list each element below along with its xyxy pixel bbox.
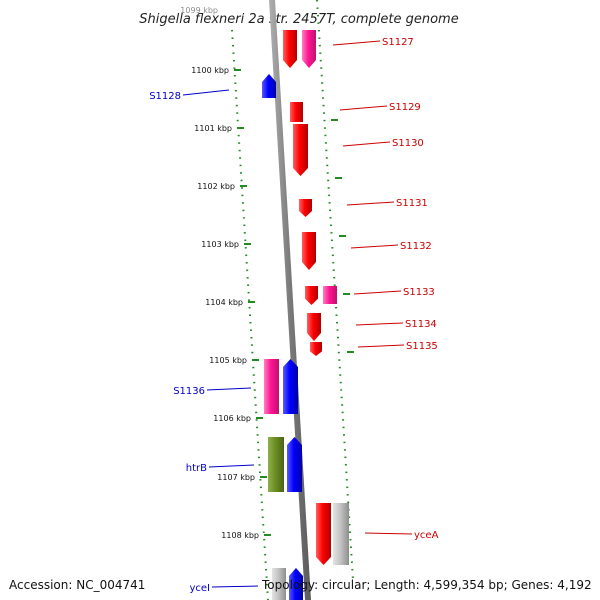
label-leader-line [211, 585, 259, 588]
label-leader-line [353, 290, 402, 295]
gene-label-S1132[interactable]: S1132 [400, 241, 432, 252]
gene-label-S1127[interactable]: S1127 [382, 37, 414, 48]
gene-label-yceA[interactable]: yceA [414, 530, 439, 541]
gene-label-S1133[interactable]: S1133 [403, 287, 435, 298]
gene-S1129[interactable] [290, 102, 303, 122]
label-leader-line [182, 89, 230, 96]
label-leader-line [357, 344, 405, 348]
gene-htrB-a[interactable] [268, 437, 284, 492]
gene-yceA-b[interactable] [333, 503, 349, 565]
gene-label-S1128[interactable]: S1128 [149, 91, 181, 102]
left-ruler-ring [231, 29, 269, 600]
kbp-label: 1105 kbp [209, 356, 247, 365]
gene-S1127-b[interactable] [302, 30, 316, 68]
kbp-label: 1100 kbp [191, 66, 229, 75]
gene-label-S1134[interactable]: S1134 [405, 319, 437, 330]
gene-S1136-b[interactable] [283, 359, 298, 414]
gene-S1133-a[interactable] [305, 286, 318, 305]
kbp-label: 1102 kbp [197, 182, 235, 191]
accession-text: Accession: NC_004741 [9, 578, 146, 592]
map-title: Shigella flexneri 2a str. 2457T, complet… [139, 12, 458, 27]
genome-stats-text: Topology: circular; Length: 4,599,354 bp… [262, 578, 592, 592]
label-leader-line [208, 464, 255, 468]
label-leader-line [332, 40, 381, 46]
gene-label-S1131[interactable]: S1131 [396, 198, 428, 209]
gene-htrB-b[interactable] [287, 437, 302, 492]
gene-S1133-b[interactable] [323, 286, 337, 304]
kbp-label-cut: 1099 kbp [180, 6, 218, 15]
gene-S1131[interactable] [299, 199, 312, 217]
gene-label-yceI[interactable]: yceI [189, 583, 210, 594]
gene-S1135[interactable] [310, 342, 322, 356]
kbp-label: 1106 kbp [213, 414, 251, 423]
label-leader-line [350, 244, 399, 249]
label-leader-line [346, 201, 395, 206]
gene-label-htrB[interactable]: htrB [186, 463, 207, 474]
gene-label-S1130[interactable]: S1130 [392, 138, 424, 149]
label-leader-line [342, 141, 391, 147]
label-leader-line [206, 387, 252, 391]
label-leader-line [355, 322, 404, 326]
gene-S1128[interactable] [262, 74, 276, 98]
gene-S1132[interactable] [302, 232, 316, 270]
gene-yceI-b[interactable] [289, 568, 303, 600]
label-leader-line [364, 532, 413, 535]
gene-label-S1129[interactable]: S1129 [389, 102, 421, 113]
gene-yceA-a[interactable] [316, 503, 331, 565]
gene-label-S1136[interactable]: S1136 [173, 386, 205, 397]
gene-S1134[interactable] [307, 313, 321, 341]
kbp-label: 1104 kbp [205, 298, 243, 307]
kbp-label: 1108 kbp [221, 531, 259, 540]
gene-S1127-a[interactable] [283, 30, 297, 68]
kbp-label: 1103 kbp [201, 240, 239, 249]
kbp-label: 1107 kbp [217, 473, 255, 482]
gene-S1136-a[interactable] [264, 359, 279, 414]
gene-yceI-a[interactable] [272, 568, 286, 600]
label-leader-line [339, 105, 388, 111]
gene-S1130[interactable] [293, 124, 308, 176]
gene-label-S1135[interactable]: S1135 [406, 341, 438, 352]
kbp-label: 1101 kbp [194, 124, 232, 133]
